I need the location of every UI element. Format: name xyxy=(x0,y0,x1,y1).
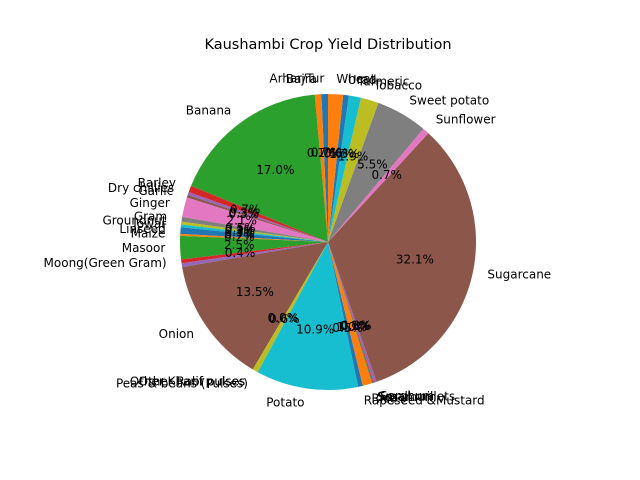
slice-slice-14 xyxy=(181,242,328,268)
label-banana: Banana xyxy=(186,104,232,118)
slice-turmeric xyxy=(328,95,361,242)
slice-wheat xyxy=(328,94,344,242)
slice-jowar xyxy=(180,224,328,242)
pct-urad: 0.6% xyxy=(324,146,355,160)
label-masoor: Masoor xyxy=(122,241,166,255)
label-jowar: Jowar xyxy=(132,217,166,231)
label-rice: Rice xyxy=(371,391,397,405)
pct-tobacco: 1.9% xyxy=(338,149,369,163)
slice-peas-beans-pulses xyxy=(252,242,328,373)
pct-turmeric: 1.3% xyxy=(329,147,360,161)
pct-arhar-tur: 0.7% xyxy=(311,146,342,160)
slice-onion xyxy=(182,242,328,370)
label-dry-chillies: Dry chillies xyxy=(108,181,174,195)
pct-bajra: 0.7% xyxy=(307,146,338,160)
pct-rapeseed-mustard: 0.5% xyxy=(332,321,363,335)
pct-sorghum: 0.3% xyxy=(341,319,372,333)
label-ginger: Ginger xyxy=(130,196,170,210)
label-sesamum: Sesamum xyxy=(377,390,437,404)
slice-banana xyxy=(191,94,328,242)
label-sunflower: Sunflower xyxy=(436,112,496,126)
pct-gram: 0.5% xyxy=(225,221,256,235)
slice-potato xyxy=(257,242,359,390)
slice-rapeseed-mustard xyxy=(328,242,363,387)
label-rapeseed-mustard: Rapeseed &Mustard xyxy=(364,393,485,407)
slice-dry-chillies xyxy=(187,192,328,242)
slice-small-millets xyxy=(328,242,374,384)
pct-rice: 1.0% xyxy=(336,320,367,334)
label-bajra: Bajra xyxy=(286,72,317,86)
slice-groundnut xyxy=(181,221,328,242)
slice-tobacco xyxy=(328,97,379,242)
pct-peas-beans-pulses: 0.6% xyxy=(269,312,300,326)
slice-urad xyxy=(328,94,349,242)
pct-dry-chillies: 0.3% xyxy=(229,205,260,219)
pct-sesamum: 0.1% xyxy=(339,319,370,333)
pct-barley: 0.7% xyxy=(230,203,261,217)
slice-moong-green-gram xyxy=(181,242,328,264)
pct-maize: 0.2% xyxy=(224,230,255,244)
label-wheat: Wheat xyxy=(336,72,375,86)
label-urad: Urad xyxy=(348,73,377,87)
pct-garlic: 0.3% xyxy=(228,207,259,221)
pct-jowar: 0.3% xyxy=(224,225,255,239)
label-moong-green-gram: Moong(Green Gram) xyxy=(44,256,167,270)
pct-other-kharif-pulses: 0.0% xyxy=(268,311,299,325)
pie-slices xyxy=(179,94,477,390)
slice-arhar-tur xyxy=(321,94,328,242)
pct-wheat: 1.6% xyxy=(317,146,348,160)
slice-sugarcane xyxy=(328,133,477,382)
label-peas-beans-pulses: Peas & beans (Pulses) xyxy=(116,376,248,390)
label-turmeric: Turmeric xyxy=(357,74,410,88)
pct-banana: 17.0% xyxy=(256,163,294,177)
pct-groundnut: 0.3% xyxy=(225,223,256,237)
label-linseed: Linseed xyxy=(119,222,165,236)
label-onion: Onion xyxy=(159,327,194,341)
slice-masoor xyxy=(179,235,328,260)
label-potato: Potato xyxy=(266,396,304,410)
slice-sweet-potato xyxy=(328,102,424,242)
slice-bajra xyxy=(314,94,328,243)
label-maize: Maize xyxy=(131,227,166,241)
pct-other-rabi-pulses: 0.0% xyxy=(268,311,299,325)
pct-sugarcane: 32.1% xyxy=(396,253,434,267)
slice-linseed xyxy=(180,227,328,242)
label-sorghum: Sorghum xyxy=(380,389,434,403)
slice-percent-labels: 0.7%0.7%17.0%0.7%0.3%0.3%2.1%0.5%0.3%0.3… xyxy=(224,146,434,337)
pct-small-millets: 0.1% xyxy=(340,319,371,333)
slice-sunflower xyxy=(328,128,429,242)
pct-onion: 13.5% xyxy=(236,285,274,299)
pct-ginger: 2.1% xyxy=(226,214,257,228)
label-small-millets: Small millets xyxy=(378,390,455,404)
slice-rice xyxy=(328,242,373,386)
slice-ginger xyxy=(182,197,328,242)
label-other-kharif-pulses: Other Kharif pulses xyxy=(130,375,245,389)
label-sugarcane: Sugarcane xyxy=(487,268,551,282)
slice-gram xyxy=(181,216,328,242)
label-sweet-potato: Sweet potato xyxy=(409,94,489,108)
slice-barley xyxy=(188,185,328,242)
label-garlic: Garlic xyxy=(138,184,173,198)
label-arhar-tur: Arhar/Tur xyxy=(269,72,324,86)
label-other-rabi-pulses: Other Rabi pulses xyxy=(139,375,246,389)
label-tobacco: Tobacco xyxy=(373,78,422,92)
pct-sunflower: 0.7% xyxy=(371,168,402,182)
pct-moong-green-gram: 0.4% xyxy=(225,246,256,260)
label-gram: Gram xyxy=(134,210,167,224)
label-barley: Barley xyxy=(138,176,176,190)
pct-sweet-potato: 5.5% xyxy=(357,158,388,172)
label-groundnut: Groundnut xyxy=(102,214,166,228)
pct-potato: 10.9% xyxy=(296,322,334,336)
pct-linseed: 0.7% xyxy=(224,228,255,242)
slice-garlic xyxy=(186,194,328,242)
chart-title: Kaushambi Crop Yield Distribution xyxy=(204,37,451,53)
slice-sesamum xyxy=(328,242,373,384)
pct-masoor: 2.5% xyxy=(224,238,255,252)
slice-maize xyxy=(180,233,328,242)
slice-sorghum xyxy=(328,242,377,383)
